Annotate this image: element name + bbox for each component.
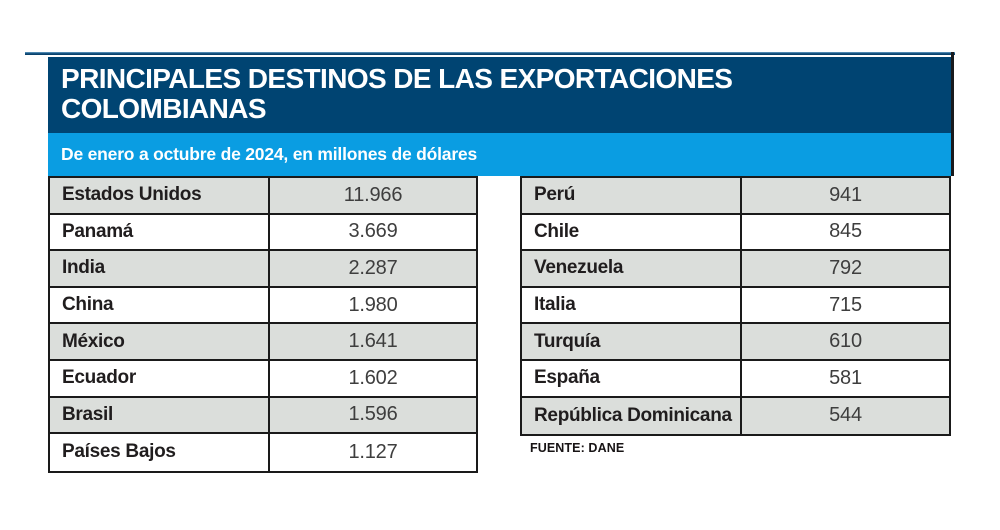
country-cell: Estados Unidos — [62, 184, 202, 206]
table-row: Ecuador 1.602 — [50, 360, 476, 398]
table-row: Chile 845 — [522, 214, 949, 252]
value-cell: 544 — [740, 397, 949, 435]
value-cell: 2.287 — [268, 251, 476, 286]
value-cell: 1.602 — [268, 360, 476, 396]
header: PRINCIPALES DESTINOS DE LAS EXPORTACIONE… — [48, 57, 951, 176]
table-row: Panamá 3.669 — [50, 214, 476, 252]
country-cell: Países Bajos — [62, 441, 176, 463]
value-cell: 715 — [740, 287, 949, 323]
table-row: Brasil 1.596 — [50, 397, 476, 435]
country-cell: Panamá — [62, 220, 134, 242]
country-cell: México — [62, 330, 125, 352]
country-cell: Turquía — [534, 330, 601, 352]
country-cell: India — [62, 257, 105, 279]
value-cell: 1.641 — [268, 324, 476, 359]
page-subtitle: De enero a octubre de 2024, en millones … — [61, 144, 477, 164]
country-cell: Brasil — [62, 403, 114, 425]
table-row: España 581 — [522, 360, 949, 398]
table-row: China 1.980 — [50, 287, 476, 325]
table-row: Venezuela 792 — [522, 251, 949, 288]
value-cell: 581 — [740, 360, 949, 396]
value-cell: 1.127 — [268, 434, 476, 471]
table-row: Italia 715 — [522, 287, 949, 325]
page-title-line1: PRINCIPALES DESTINOS DE LAS EXPORTACIONE… — [61, 63, 733, 94]
country-cell: Perú — [534, 184, 576, 206]
value-cell: 11.966 — [268, 178, 476, 213]
value-cell: 845 — [740, 214, 949, 250]
value-cell: 610 — [740, 324, 949, 359]
table-row: Países Bajos 1.127 — [50, 434, 476, 471]
table-row: República Dominicana 544 — [522, 397, 949, 435]
source-note: FUENTE: DANE — [530, 441, 625, 455]
page-subtitle-band: De enero a octubre de 2024, en millones … — [48, 133, 951, 176]
value-cell: 1.980 — [268, 287, 476, 323]
country-cell: Ecuador — [62, 367, 136, 389]
country-cell: España — [534, 367, 600, 389]
country-cell: República Dominicana — [534, 404, 732, 426]
value-cell: 1.596 — [268, 397, 476, 433]
value-cell: 792 — [740, 251, 949, 286]
country-cell: Chile — [534, 220, 579, 242]
header-right-border — [951, 52, 954, 176]
exports-table-left: Estados Unidos 11.966 Panamá 3.669 India… — [48, 176, 478, 473]
value-cell: 3.669 — [268, 214, 476, 250]
table-row: Estados Unidos 11.966 — [50, 178, 476, 215]
table-row: Turquía 610 — [522, 324, 949, 361]
table-row: India 2.287 — [50, 251, 476, 288]
table-row: Perú 941 — [522, 178, 949, 215]
exports-table-right: Perú 941 Chile 845 Venezuela 792 Italia … — [520, 176, 951, 437]
country-cell: Venezuela — [534, 257, 624, 279]
top-rule — [25, 52, 955, 55]
value-cell: 941 — [740, 178, 949, 213]
page-title: PRINCIPALES DESTINOS DE LAS EXPORTACIONE… — [48, 57, 951, 133]
page-title-line2: COLOMBIANAS — [61, 93, 267, 124]
country-cell: China — [62, 294, 114, 316]
country-cell: Italia — [534, 294, 576, 316]
table-row: México 1.641 — [50, 324, 476, 361]
